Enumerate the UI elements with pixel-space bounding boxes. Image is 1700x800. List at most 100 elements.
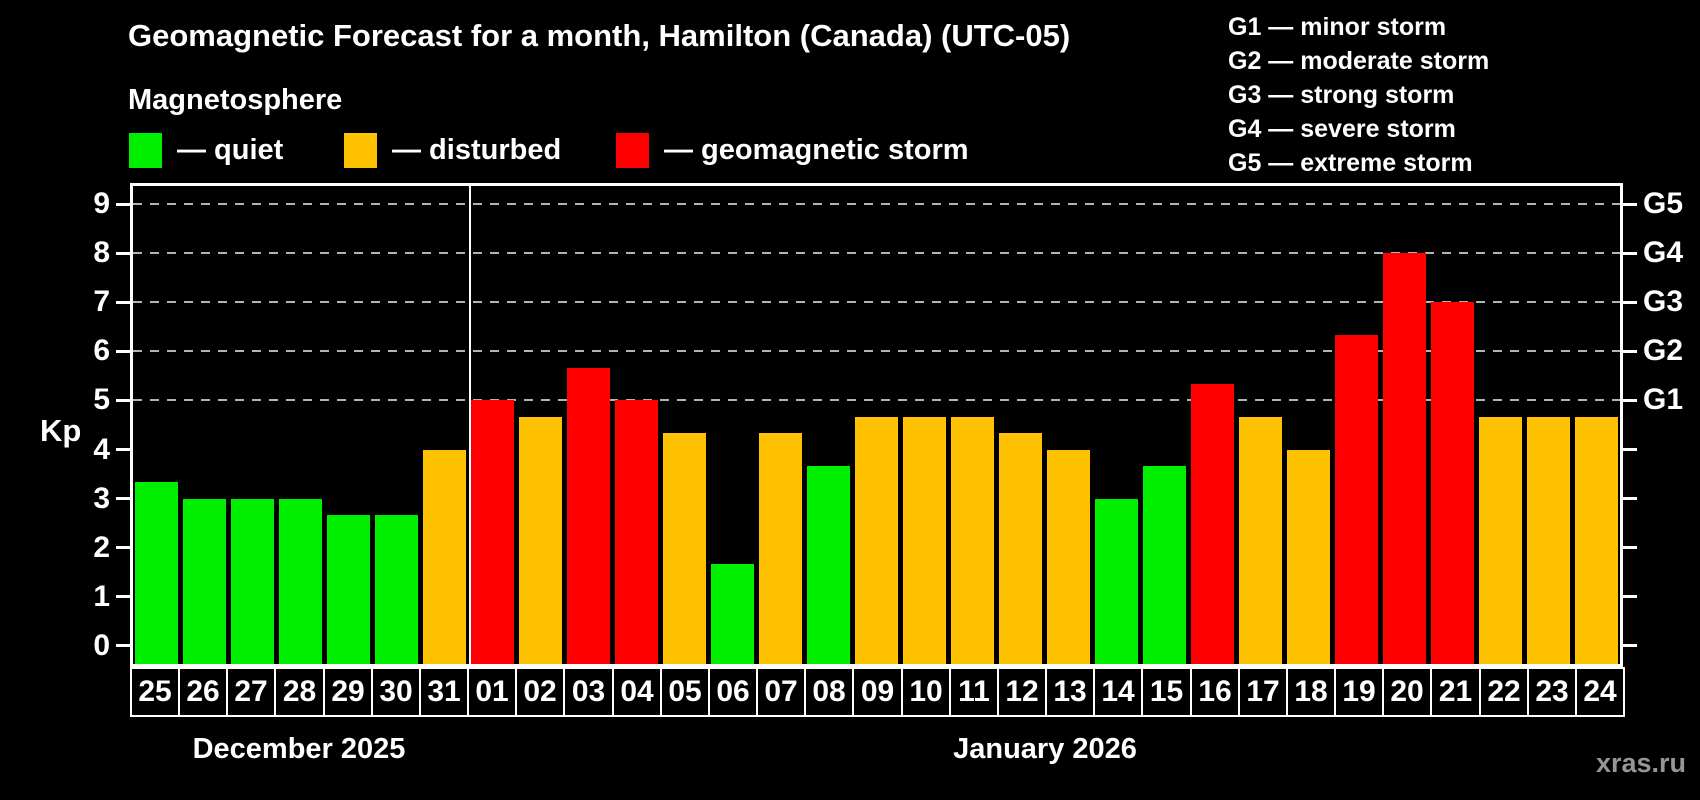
month-separator-line: [469, 186, 471, 664]
gridline-kp-5: [133, 399, 1620, 402]
day-cell-23: 23: [1527, 667, 1577, 717]
legend-label-quiet: — quiet: [177, 133, 284, 166]
bar-day-04: [615, 400, 658, 664]
bar-day-14: [1095, 499, 1138, 664]
day-cell-29: 29: [323, 667, 373, 717]
bar-day-06: [711, 564, 754, 664]
day-cell-05: 05: [660, 667, 710, 717]
y-axis-label-3: 3: [93, 481, 110, 515]
color-legend: — quiet — disturbed — geomagnetic storm: [0, 131, 1700, 169]
left-tick-7: [116, 300, 130, 304]
day-cell-15: 15: [1141, 667, 1192, 717]
day-cell-09: 09: [852, 667, 903, 717]
right-axis-label-G1: G1: [1643, 383, 1684, 417]
y-axis-title: Kp: [40, 413, 82, 448]
legend-label-disturbed: — disturbed: [392, 133, 562, 166]
bar-day-15: [1143, 466, 1186, 664]
legend-label-storm: — geomagnetic storm: [664, 133, 969, 166]
y-axis-label-8: 8: [93, 236, 110, 270]
left-tick-0: [116, 644, 130, 648]
bar-day-08: [807, 466, 850, 664]
left-tick-5: [116, 398, 130, 402]
day-cell-20: 20: [1382, 667, 1432, 717]
day-cell-07: 07: [756, 667, 806, 717]
day-cell-17: 17: [1238, 667, 1288, 717]
day-cell-10: 10: [901, 667, 951, 717]
g-scale-item-g2: G2 — moderate storm: [1228, 47, 1490, 75]
bar-day-09: [855, 417, 898, 664]
day-cell-31: 31: [419, 667, 469, 717]
legend-item-disturbed: — disturbed: [344, 131, 561, 169]
left-tick-8: [116, 251, 130, 255]
right-tick-4: [1623, 448, 1637, 451]
magnetosphere-subtitle: Magnetosphere: [128, 84, 343, 116]
left-tick-3: [116, 497, 130, 501]
right-tick-8: [1623, 251, 1637, 255]
bar-day-10: [903, 417, 946, 664]
left-tick-9: [116, 202, 130, 206]
day-cell-25: 25: [130, 667, 180, 717]
bar-day-21: [1431, 302, 1474, 664]
bar-day-31: [423, 450, 466, 664]
g-scale-item-g5: G5 — extreme storm: [1228, 149, 1473, 177]
bar-day-12: [999, 433, 1042, 664]
y-axis-label-7: 7: [93, 285, 110, 319]
gridline-kp-9: [133, 203, 1620, 206]
legend-swatch-quiet: [129, 132, 162, 168]
day-cell-21: 21: [1430, 667, 1481, 717]
bar-day-19: [1335, 335, 1378, 664]
day-cell-14: 14: [1093, 667, 1143, 717]
bar-day-23: [1527, 417, 1570, 664]
bar-day-22: [1479, 417, 1522, 664]
bar-day-20: [1383, 253, 1426, 664]
bar-day-03: [567, 368, 610, 664]
day-cell-24: 24: [1575, 667, 1625, 717]
y-axis-label-1: 1: [93, 579, 110, 613]
legend-item-quiet: — quiet: [129, 131, 283, 169]
g-scale-item-g1: G1 — minor storm: [1228, 13, 1447, 41]
right-axis-label-G4: G4: [1643, 236, 1684, 270]
right-tick-2: [1623, 546, 1637, 550]
day-cell-11: 11: [949, 667, 999, 717]
day-cell-19: 19: [1334, 667, 1384, 717]
day-cell-01: 01: [467, 667, 517, 717]
bar-day-11: [951, 417, 994, 664]
bar-day-24: [1575, 417, 1618, 664]
day-cell-12: 12: [997, 667, 1047, 717]
day-cell-08: 08: [804, 667, 854, 717]
legend-swatch-disturbed: [344, 132, 377, 168]
bar-day-02: [519, 417, 562, 664]
left-tick-6: [116, 349, 130, 353]
bar-day-26: [183, 499, 226, 664]
bar-day-27: [231, 499, 274, 664]
bar-day-18: [1287, 450, 1330, 664]
xras-watermark: xras.ru: [1595, 748, 1686, 778]
day-cell-16: 16: [1190, 667, 1240, 717]
day-cell-30: 30: [371, 667, 421, 717]
left-tick-1: [116, 595, 130, 599]
bar-day-13: [1047, 450, 1090, 664]
chart-title: Geomagnetic Forecast for a month, Hamilt…: [128, 18, 1071, 53]
g-scale-item-g4: G4 — severe storm: [1228, 115, 1456, 143]
day-cell-28: 28: [274, 667, 325, 717]
g-scale-item-g3: G3 — strong storm: [1228, 81, 1455, 109]
bar-day-05: [663, 433, 706, 664]
bar-day-25: [135, 482, 178, 664]
day-cell-27: 27: [226, 667, 276, 717]
day-cell-22: 22: [1479, 667, 1529, 717]
month-label-december: December 2025: [192, 733, 406, 765]
right-tick-7: [1623, 300, 1637, 304]
day-cell-04: 04: [612, 667, 662, 717]
g-scale-legend: G1 — minor storm G2 — moderate storm G3 — …: [1228, 10, 1489, 180]
day-cell-26: 26: [178, 667, 228, 717]
y-axis-label-0: 0: [93, 628, 110, 662]
y-axis-label-2: 2: [93, 530, 110, 564]
right-tick-5: [1623, 398, 1637, 402]
bar-day-16: [1191, 384, 1234, 664]
right-axis-label-G2: G2: [1643, 334, 1684, 368]
bar-day-28: [279, 499, 322, 664]
right-axis-label-G5: G5: [1643, 187, 1684, 221]
gridline-kp-7: [133, 301, 1620, 304]
legend-swatch-storm: [616, 132, 649, 168]
bar-day-17: [1239, 417, 1282, 664]
